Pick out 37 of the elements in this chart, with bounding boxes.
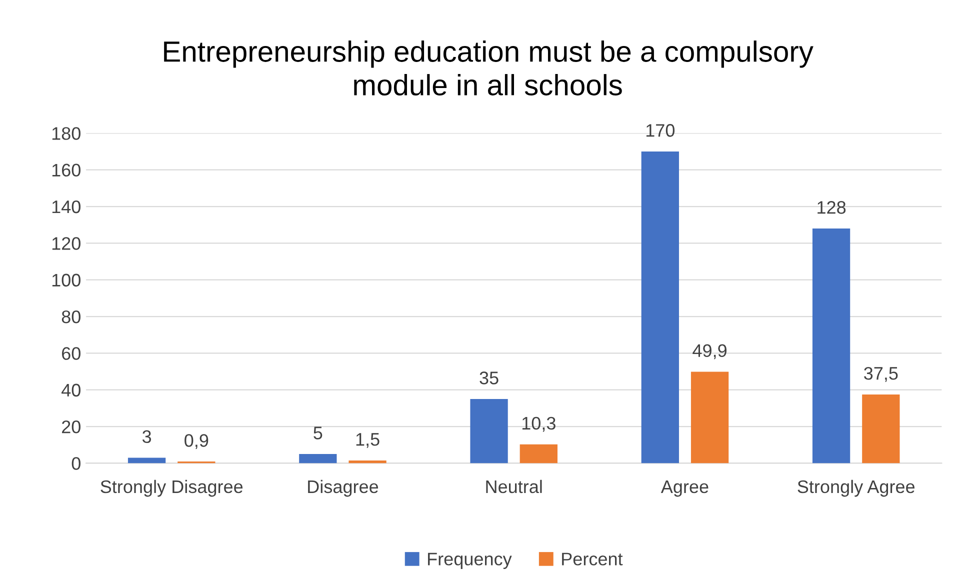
bar (128, 458, 166, 464)
bar (299, 454, 337, 464)
x-tick-label: Strongly Agree (798, 480, 915, 497)
x-tick-label: Strongly Disagree (100, 480, 243, 497)
bar (641, 152, 679, 464)
y-tick-label: 80 (62, 310, 80, 324)
data-label: 0,9 (184, 434, 208, 450)
data-label: 5 (314, 426, 322, 440)
data-label: 35 (480, 372, 498, 384)
x-tick-label: Neutral (486, 480, 542, 494)
data-label: 128 (818, 201, 846, 214)
y-tick-label: 40 (62, 384, 80, 397)
y-tick-label: 20 (62, 420, 80, 434)
y-tick-label: 100 (52, 274, 80, 287)
legend-label: Percent (562, 552, 623, 566)
chart-title: Entrepreneurship education must be a compulsory module in all schools (164, 40, 814, 96)
bar (862, 394, 900, 464)
data-label: 1,5 (356, 433, 380, 448)
bar (348, 460, 386, 464)
bar (470, 399, 508, 464)
data-label: 10,3 (522, 416, 556, 432)
bar (690, 372, 729, 464)
legend-label: Frequency (428, 552, 512, 569)
data-label: 37,5 (864, 366, 898, 382)
bar (812, 228, 850, 464)
y-tick-label: 180 (52, 127, 80, 140)
y-tick-label: 0 (72, 457, 80, 470)
data-label: 3 (142, 430, 152, 444)
y-tick-label: 120 (52, 237, 80, 250)
data-label: 49,9 (692, 344, 727, 360)
y-tick-label: 140 (52, 200, 80, 214)
y-tick-label: 60 (62, 347, 80, 360)
x-tick-label: Disagree (308, 480, 378, 497)
x-tick-label: Agree (660, 480, 708, 497)
data-label: 170 (646, 124, 675, 137)
bar (520, 444, 558, 464)
y-tick-label: 160 (52, 164, 80, 177)
